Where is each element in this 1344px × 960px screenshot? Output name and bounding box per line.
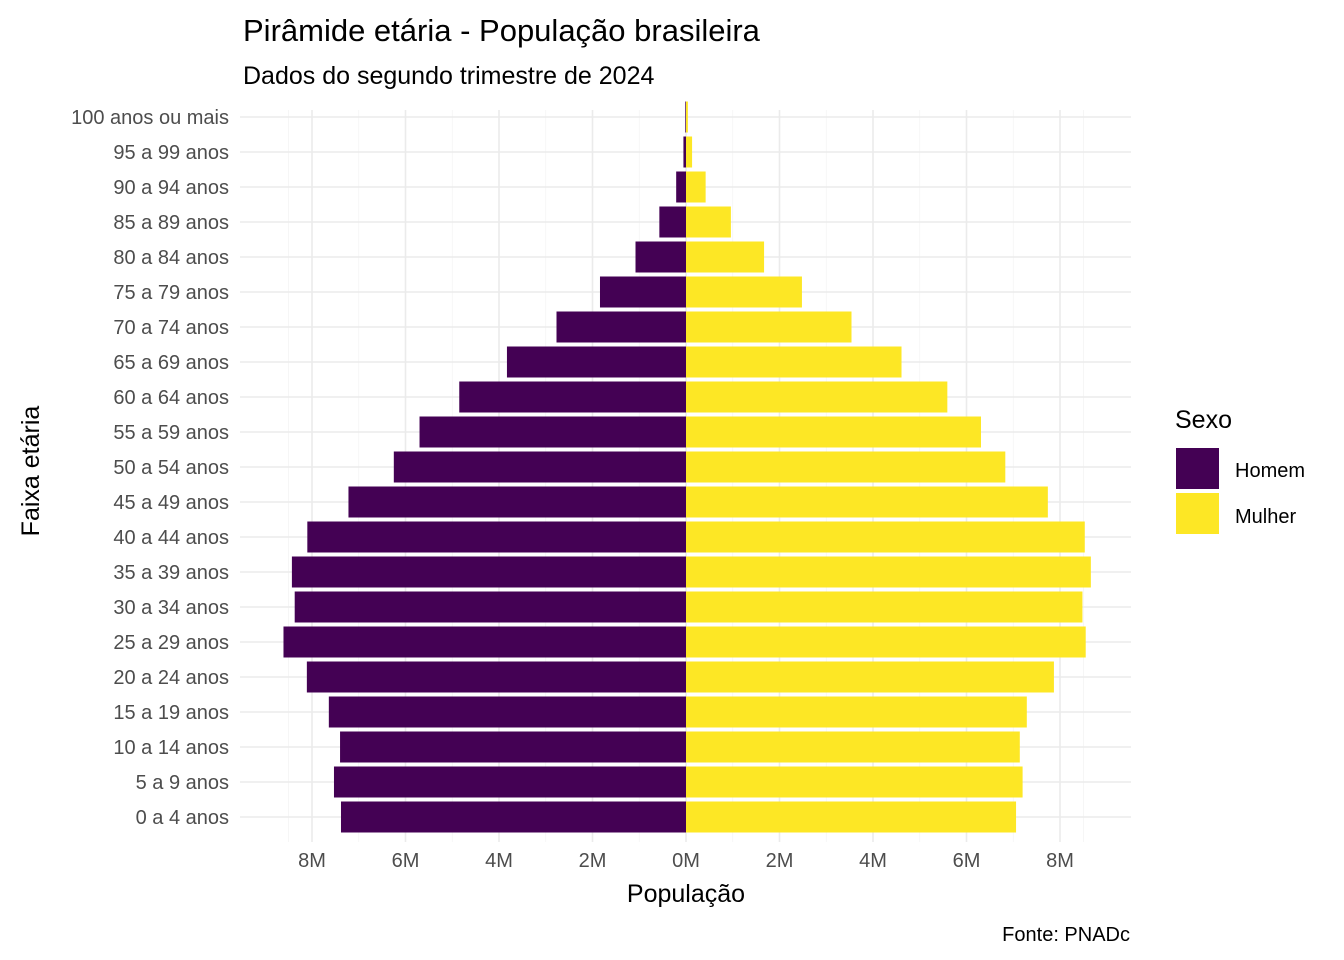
bars [283,101,1091,833]
bar-mulher [686,381,948,413]
y-axis-tick-labels: 0 a 4 anos 5 a 9 anos 10 a 14 anos 15 a 19 … [71,107,229,829]
x-tick-label: 8M [1046,850,1074,872]
legend-label-homem: Homem [1235,460,1305,482]
bar-homem [683,136,686,168]
bar-homem [283,626,686,658]
bar-homem [676,171,686,203]
bar-mulher [686,731,1020,763]
bar-mulher [686,171,706,203]
bar-mulher [686,451,1006,483]
y-tick-label: 30 a 34 anos [113,597,229,619]
bar-homem [294,591,686,623]
y-tick-label: 40 a 44 anos [113,527,229,549]
bar-mulher [686,311,852,343]
bar-mulher [686,241,765,273]
y-tick-label: 10 a 14 anos [113,737,229,759]
y-tick-label: 65 a 69 anos [113,352,229,374]
y-tick-label: 95 a 99 anos [113,142,229,164]
bar-homem [659,206,686,238]
x-tick-label: 4M [859,850,887,872]
x-tick-label: 6M [953,850,981,872]
bar-mulher [686,556,1091,588]
bar-mulher [686,696,1027,728]
legend-key-mulher [1176,493,1219,534]
y-tick-label: 20 a 24 anos [113,667,229,689]
x-tick-label: 0M [672,850,700,872]
y-tick-label: 0 a 4 anos [136,807,229,829]
x-tick-label: 4M [485,850,513,872]
y-tick-label: 45 a 49 anos [113,492,229,514]
chart-caption: Fonte: PNADc [1002,924,1130,946]
y-tick-label: 90 a 94 anos [113,177,229,199]
bar-homem [306,661,686,693]
bar-mulher [686,626,1086,658]
legend: Sexo Homem Mulher [1175,406,1305,534]
bar-homem [685,101,686,133]
bar-homem [348,486,686,518]
x-tick-label: 2M [766,850,794,872]
bar-mulher [686,101,688,133]
bar-homem [291,556,686,588]
bar-homem [393,451,686,483]
x-axis-title: População [627,880,745,908]
legend-title: Sexo [1175,406,1232,434]
y-tick-label: 5 a 9 anos [136,772,229,794]
bar-homem [340,731,686,763]
bar-homem [419,416,686,448]
y-tick-label: 85 a 89 anos [113,212,229,234]
x-tick-label: 8M [298,850,326,872]
y-axis-title: Faixa etária [17,406,45,537]
bar-mulher [686,276,802,308]
y-tick-label: 50 a 54 anos [113,457,229,479]
bar-mulher [686,801,1017,833]
bar-homem [506,346,686,378]
bar-homem [556,311,686,343]
x-axis-tick-labels: 8M 6M 4M 2M 0M 2M 4M 6M 8M [298,850,1074,872]
chart-subtitle: Dados do segundo trimestre de 2024 [243,62,654,90]
bar-homem [307,521,686,553]
y-tick-label: 75 a 79 anos [113,282,229,304]
bar-mulher [686,206,731,238]
bar-mulher [686,521,1085,553]
y-tick-label: 60 a 64 anos [113,387,229,409]
x-tick-label: 6M [392,850,420,872]
bar-mulher [686,416,981,448]
bar-homem [328,696,686,728]
y-tick-label: 15 a 19 anos [113,702,229,724]
bar-homem [635,241,686,273]
bar-homem [333,766,686,798]
x-tick-label: 2M [579,850,607,872]
bar-mulher [686,486,1048,518]
bar-homem [340,801,686,833]
bar-homem [459,381,686,413]
bar-mulher [686,661,1054,693]
y-tick-label: 100 anos ou mais [71,107,229,129]
bar-mulher [686,136,693,168]
chart-title: Pirâmide etária - População brasileira [243,13,761,48]
legend-key-homem [1176,448,1219,489]
y-tick-label: 25 a 29 anos [113,632,229,654]
y-tick-label: 70 a 74 anos [113,317,229,339]
bar-mulher [686,766,1023,798]
y-tick-label: 80 a 84 anos [113,247,229,269]
bar-mulher [686,346,902,378]
y-tick-label: 35 a 39 anos [113,562,229,584]
bar-homem [599,276,686,308]
legend-label-mulher: Mulher [1235,506,1296,528]
bar-mulher [686,591,1083,623]
y-tick-label: 55 a 59 anos [113,422,229,444]
